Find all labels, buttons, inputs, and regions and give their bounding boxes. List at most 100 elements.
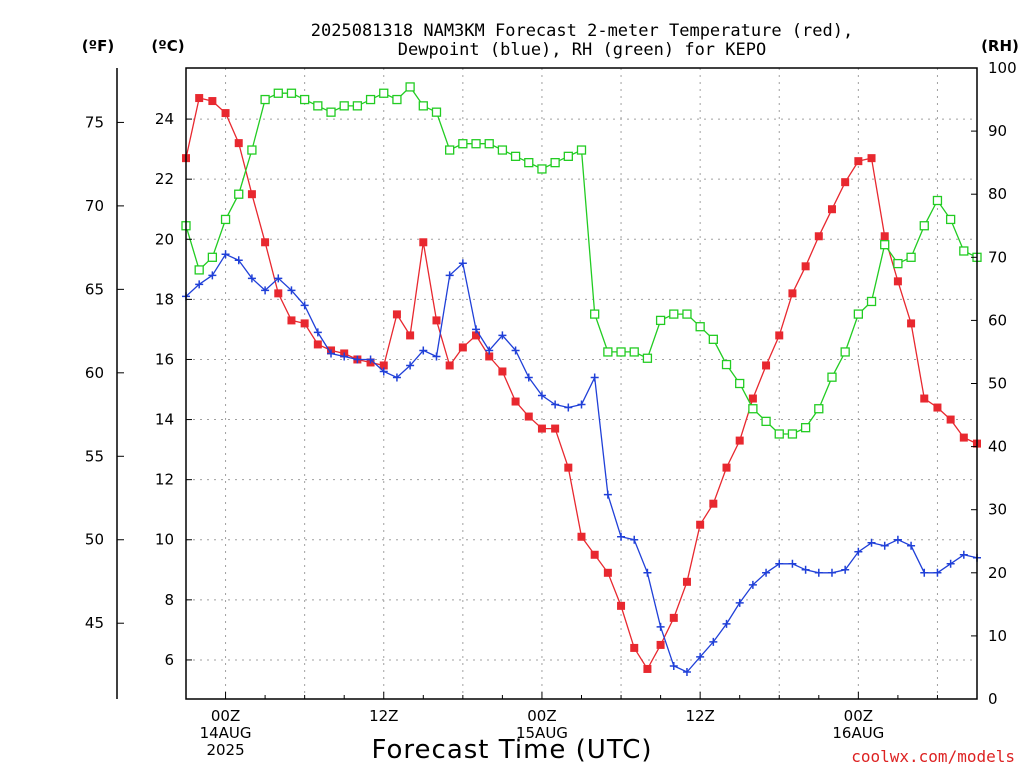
rh-tick-label: 0 xyxy=(988,690,998,708)
chart-axes: 45 50 55 60 65 70 75 6 8 10 12 14 16 18 20 22 24 0 10 20 30 4… xyxy=(85,59,1017,759)
temperature-point xyxy=(472,331,481,340)
dewpoint-point xyxy=(551,400,560,409)
grid-lines xyxy=(186,68,977,699)
rh-point xyxy=(286,88,297,98)
dewpoint-point xyxy=(709,637,718,646)
dewpoint-point xyxy=(827,568,836,577)
temperature-point xyxy=(682,577,691,586)
x-tick-label: 00Z xyxy=(844,707,873,725)
dewpoint-point xyxy=(458,259,467,268)
temperature-point xyxy=(801,262,810,271)
temperature-point xyxy=(603,568,612,577)
temperature-point xyxy=(300,319,309,328)
temperature-point xyxy=(709,499,718,508)
celsius-tick-label: 12 xyxy=(155,471,174,489)
rh-point xyxy=(800,423,811,433)
rh-point xyxy=(616,347,626,357)
rh-point xyxy=(708,334,718,344)
rh-point xyxy=(774,429,784,439)
dewpoint-point xyxy=(775,559,784,568)
dewpoint-point xyxy=(274,274,283,283)
dewpoint-point xyxy=(590,373,599,382)
temperature-point xyxy=(643,664,652,673)
dewpoint-point xyxy=(511,346,520,355)
temperature-point xyxy=(511,397,520,406)
x-tick-label: 15AUG xyxy=(516,724,568,742)
temperature-point xyxy=(208,97,217,106)
temperature-point xyxy=(841,178,850,187)
dewpoint-point xyxy=(893,535,902,544)
temperature-point xyxy=(445,361,454,370)
rh-point xyxy=(326,107,336,117)
rh-point xyxy=(629,347,639,357)
dewpoint-point xyxy=(379,367,388,376)
temperature-point xyxy=(498,367,507,376)
rh-point xyxy=(445,145,455,155)
temperature-point xyxy=(221,109,230,118)
dewpoint-point xyxy=(762,568,771,577)
rh-tick-label: 50 xyxy=(988,375,1007,393)
dewpoint-point xyxy=(735,598,744,607)
celsius-tick-label: 24 xyxy=(155,110,174,128)
dewpoint-point xyxy=(195,280,204,289)
rh-point xyxy=(194,265,204,275)
rh-tick-label: 70 xyxy=(988,248,1007,266)
celsius-tick-label: 20 xyxy=(155,230,174,248)
rh-tick-label: 40 xyxy=(988,438,1007,456)
rh-point xyxy=(721,359,732,370)
rh-point xyxy=(497,145,508,155)
temperature-point xyxy=(827,205,836,214)
rh-point xyxy=(603,347,613,357)
rh-tick-label: 10 xyxy=(988,627,1007,645)
temperature-point xyxy=(419,238,428,247)
x-tick-label: 00Z xyxy=(211,707,240,725)
temperature-point xyxy=(669,613,678,622)
dewpoint-point xyxy=(920,568,929,577)
rh-point xyxy=(207,252,218,262)
dewpoint-point xyxy=(327,349,336,358)
dewpoint-point xyxy=(748,580,757,589)
rh-point xyxy=(471,139,481,149)
dewpoint-point xyxy=(221,250,230,259)
rh-point xyxy=(339,101,349,111)
rh-point xyxy=(247,145,257,155)
rh-point xyxy=(669,309,679,319)
rh-tick-label: 60 xyxy=(988,311,1007,329)
rh-point xyxy=(405,82,415,92)
rh-point xyxy=(352,101,363,111)
plot-series xyxy=(181,82,982,676)
rh-point xyxy=(866,296,877,307)
dewpoint-point xyxy=(656,622,665,631)
rh-tick-label: 20 xyxy=(988,564,1007,582)
rh-point xyxy=(853,309,863,319)
dewpoint-point xyxy=(617,532,626,541)
rh-tick-label: 80 xyxy=(988,185,1007,203)
celsius-tick-label: 8 xyxy=(164,591,174,609)
dewpoint-point xyxy=(841,565,850,574)
chart-title-line-1: 2025081318 NAM3KM Forecast 2-meter Tempe… xyxy=(311,21,853,41)
temperature-point xyxy=(775,331,784,340)
rh-point xyxy=(642,353,653,363)
chart-title-line-2: Dewpoint (blue), RH (green) for KEPO xyxy=(398,40,766,60)
dewpoint-series xyxy=(182,250,981,676)
dewpoint-point xyxy=(300,301,309,310)
fahrenheit-tick-label: 65 xyxy=(85,280,104,298)
temperature-point xyxy=(696,520,705,529)
rh-point xyxy=(563,151,573,161)
rh-point xyxy=(695,322,705,332)
dewpoint-point xyxy=(234,256,243,265)
dewpoint-point xyxy=(933,568,942,577)
rh-tick-label: 100 xyxy=(988,59,1017,77)
x-tick-label: 14AUG xyxy=(200,724,252,742)
dewpoint-point xyxy=(340,352,349,361)
dewpoint-point xyxy=(432,352,441,361)
dewpoint-point xyxy=(669,661,678,670)
rh-point xyxy=(313,101,323,111)
dewpoint-point xyxy=(907,541,916,550)
dewpoint-point xyxy=(643,568,652,577)
celsius-tick-label: 14 xyxy=(155,411,174,429)
temperature-point xyxy=(735,436,744,445)
fahrenheit-tick-label: 55 xyxy=(85,447,104,465)
temperature-point xyxy=(617,601,626,610)
dewpoint-point xyxy=(406,361,415,370)
